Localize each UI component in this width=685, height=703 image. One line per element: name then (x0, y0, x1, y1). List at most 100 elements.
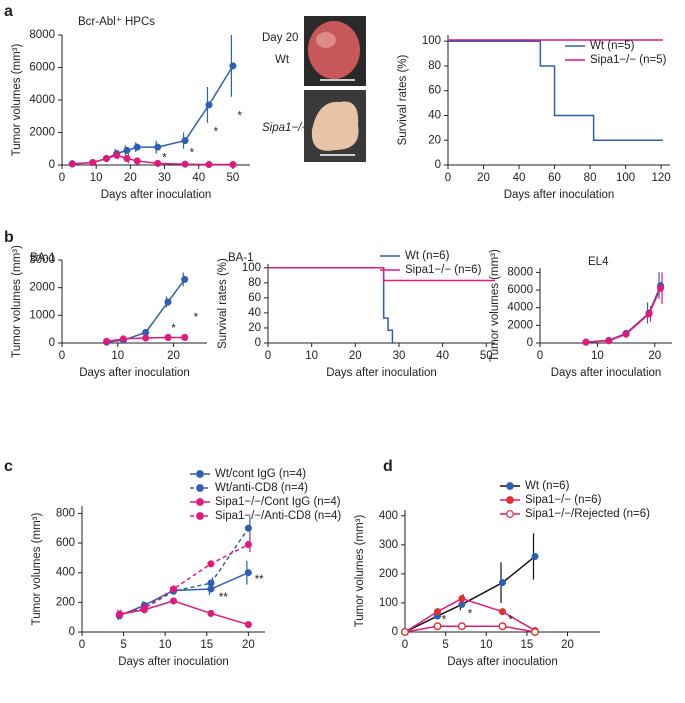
y-tick-label: 2000 (507, 319, 533, 331)
x-tick-label: 0 (445, 172, 451, 184)
y-tick-label: 4000 (507, 302, 533, 314)
significance: * (214, 127, 219, 139)
data-point (244, 524, 252, 532)
data-point (498, 608, 507, 616)
y-tick-label: 0 (69, 626, 75, 638)
tumor-photo (308, 21, 360, 79)
data-point (605, 337, 613, 345)
x-tick-label: 40 (513, 172, 526, 184)
y-tick-label: 0 (49, 159, 55, 171)
x-tick-label: 80 (584, 172, 597, 184)
legend-label: Sipa1−/− (n=6) (525, 494, 602, 506)
x-tick-label: 20 (648, 350, 661, 362)
legend-label: Sipa1−/−/Rejected (n=6) (525, 508, 650, 520)
series-line (119, 572, 249, 617)
y-tick-label: 600 (56, 537, 75, 549)
x-axis-title: Days after inoculation (551, 367, 662, 379)
y-tick-label: 8000 (29, 29, 55, 41)
chart: 0 200 400 600 800 0 5 10 15 20 Days after inoculat… (31, 468, 341, 668)
chart: 0 20 40 60 80 100 0 20 40 60 80 100 120 Days after in… (397, 35, 671, 201)
y-tick-label: 20 (428, 134, 441, 146)
y-axis-title: Tumor volumes (mm³) (11, 245, 23, 358)
legend-marker (196, 470, 204, 478)
data-point (207, 609, 215, 618)
y-tick-label: 0 (255, 337, 261, 349)
legend-label: Sipa1−/−/Anti-CD8 (n=4) (215, 510, 341, 522)
data-point (164, 298, 172, 306)
data-point (582, 338, 590, 346)
data-point (181, 137, 189, 145)
legend-label: Wt/cont IgG (n=4) (215, 468, 306, 480)
series-line (72, 154, 233, 166)
y-axis-title: Tumor volumes (mm³) (11, 44, 23, 157)
series-line (404, 625, 536, 633)
legend-marker (506, 510, 514, 518)
x-tick-label: 60 (548, 172, 561, 184)
legend-marker (196, 498, 204, 506)
data-point (498, 579, 507, 587)
data-point (113, 151, 121, 159)
photo-day: Day 20 (262, 32, 298, 44)
data-point (645, 310, 653, 318)
y-tick-label: 8000 (507, 266, 533, 278)
data-point (498, 622, 507, 631)
x-tick-label: 120 (652, 172, 671, 184)
data-point (164, 333, 172, 342)
data-point (133, 143, 141, 151)
x-axis-title: Days after inoculation (118, 656, 229, 668)
y-tick-label: 300 (379, 539, 398, 551)
x-tick-label: 40 (436, 350, 449, 362)
legend-marker (506, 482, 514, 490)
y-tick-label: 100 (422, 35, 441, 47)
data-point (622, 330, 630, 338)
x-tick-label: 15 (200, 639, 213, 651)
significance: * (238, 110, 243, 122)
y-tick-label: 60 (248, 292, 261, 304)
series-line (448, 40, 663, 141)
data-point (181, 160, 189, 168)
data-point (119, 335, 127, 343)
data-point (401, 628, 410, 637)
y-tick-label: 6000 (29, 62, 55, 74)
data-point (207, 560, 215, 568)
data-point (207, 585, 215, 593)
legend-label: Wt (n=6) (525, 480, 570, 492)
data-point (205, 160, 213, 169)
tumor-photo (311, 101, 359, 151)
x-tick-label: 40 (192, 172, 205, 184)
tumor-highlight (316, 32, 336, 48)
legend-label: Sipa1−/− (n=6) (405, 264, 482, 276)
y-tick-label: 20 (248, 322, 261, 334)
panel-letter: c (4, 458, 13, 475)
series-line (72, 65, 234, 165)
data-point (433, 622, 442, 631)
data-point (531, 552, 539, 561)
data-point (656, 284, 665, 292)
photo-row-label: Wt (275, 54, 290, 66)
data-point (181, 333, 189, 342)
chart: 0 1000 2000 3000 0 10 20 Days after inoculation… (11, 245, 207, 379)
panel-letter: b (4, 229, 14, 246)
y-tick-label: 2000 (29, 282, 55, 294)
significance: * (194, 312, 199, 324)
x-tick-label: 0 (402, 639, 408, 651)
x-tick-label: 0 (265, 350, 271, 362)
legend-label: Wt/anti-CD8 (n=4) (215, 482, 308, 494)
y-tick-label: 0 (435, 159, 441, 171)
data-point (102, 154, 110, 163)
y-tick-label: 40 (248, 307, 261, 319)
y-tick-label: 0 (527, 337, 533, 349)
data-point (244, 540, 252, 549)
x-tick-label: 20 (167, 350, 180, 362)
y-axis-title: Survival rates (%) (397, 54, 409, 145)
chart: 0 2000 4000 6000 8000 0 10 20 Days after inocula… (489, 249, 672, 379)
x-tick-label: 20 (124, 172, 137, 184)
chart-title: BA-1 (30, 252, 56, 264)
legend-label: Sipa1−/−/Cont IgG (n=4) (215, 496, 341, 508)
x-tick-label: 30 (158, 172, 171, 184)
x-tick-label: 20 (242, 639, 255, 651)
x-tick-label: 20 (561, 639, 574, 651)
x-tick-label: 0 (59, 350, 65, 362)
x-tick-label: 5 (120, 639, 126, 651)
